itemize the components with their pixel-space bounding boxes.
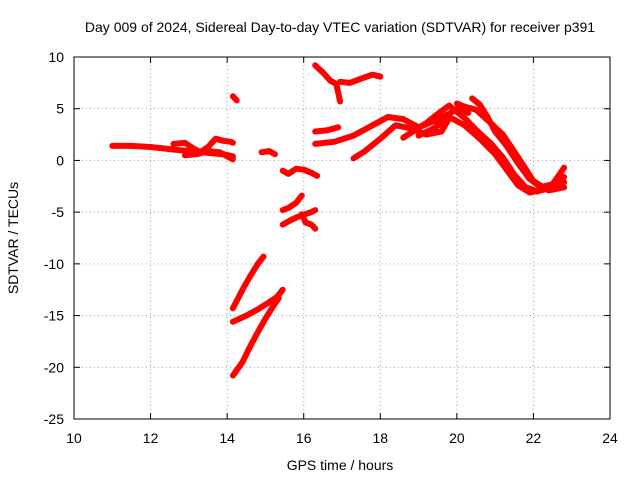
series-arc-f [279,165,321,179]
series-arc-o [312,124,342,135]
x-tick-labels: 10 12 14 16 18 20 22 24 [66,430,618,446]
y-tick-label: -10 [44,256,64,272]
series-arc-d [229,93,240,104]
y-tick-label: 5 [56,101,64,117]
y-tick-label: -5 [52,204,65,220]
series-arc-p [312,105,472,147]
series-arc-e [258,148,278,158]
x-tick-label: 22 [526,430,542,446]
x-tick-label: 18 [372,430,388,446]
series-arc-j [279,192,305,214]
series-arc-q [350,115,453,162]
series-arc-u [453,100,568,194]
x-tick-label: 24 [602,430,618,446]
series-arc-g [229,253,267,312]
x-tick-label: 14 [219,430,235,446]
series-arc-m [312,62,344,105]
y-tick-label: -15 [44,308,64,324]
y-tick-label: -25 [44,411,64,427]
axis-ticks [73,56,611,420]
y-tick-labels: -25 -20 -15 -10 -5 0 5 10 [44,49,64,427]
x-tick-label: 12 [143,430,159,446]
y-tick-label: -20 [44,359,64,375]
x-tick-label: 16 [296,430,312,446]
plot-frame [73,56,611,420]
y-tick-label: 10 [48,49,64,65]
series-arc-i [229,295,282,379]
data-series [109,62,568,379]
series-arc-t [469,95,568,191]
series-arc-l [298,211,319,232]
x-axis-label: GPS time / hours [287,457,394,473]
series-arc-n [337,71,384,86]
y-tick-label: 0 [56,152,64,168]
x-tick-label: 10 [66,430,82,446]
y-axis-label: SDTVAR / TECUs [5,182,21,294]
grid-lines [74,57,610,419]
chart-title: Day 009 of 2024, Sidereal Day-to-day VTE… [85,19,595,35]
x-tick-label: 20 [449,430,465,446]
series-arc-c [182,148,236,163]
series-arc-b [170,135,236,156]
